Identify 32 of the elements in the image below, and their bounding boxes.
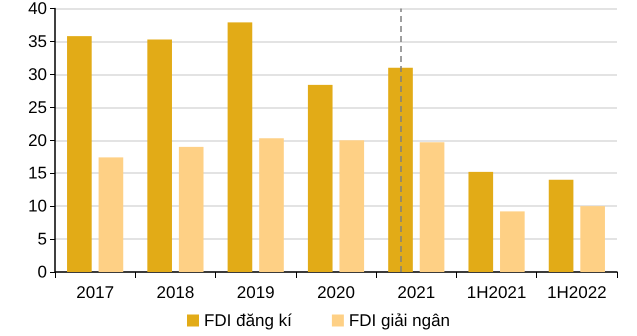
- bar: [500, 211, 525, 272]
- bar: [468, 172, 494, 272]
- bar: [147, 39, 172, 272]
- bar: [308, 84, 333, 272]
- bar: [98, 157, 124, 272]
- y-tick-label: 30: [28, 64, 47, 84]
- legend-label: FDI giải ngân: [348, 311, 450, 330]
- bar: [259, 138, 284, 272]
- bar: [548, 180, 574, 272]
- y-tick-label: 0: [38, 262, 47, 282]
- x-tick-label: 2019: [236, 283, 275, 302]
- y-tick-label: 20: [28, 130, 47, 150]
- x-tick-label: 2021: [397, 283, 436, 302]
- y-tick-label: 35: [28, 32, 47, 51]
- x-tick-label: 2018: [156, 283, 194, 302]
- y-tick-label: 40: [28, 0, 47, 18]
- y-tick-label: 25: [28, 98, 47, 117]
- y-tick-label: 15: [28, 164, 47, 183]
- bar: [178, 146, 204, 272]
- bar: [580, 206, 605, 272]
- bar: [67, 36, 92, 272]
- x-tick-label: 2017: [76, 283, 114, 302]
- bar: [388, 68, 413, 272]
- x-tick-label: 2020: [317, 283, 355, 302]
- legend-label: FDI đăng kí: [204, 311, 292, 330]
- bar: [339, 140, 364, 272]
- bar: [420, 142, 444, 272]
- y-tick-label: 5: [38, 230, 47, 249]
- x-tick-label: 1H2021: [466, 283, 526, 302]
- y-tick-label: 10: [28, 196, 47, 216]
- bar: [228, 22, 252, 272]
- x-tick-label: 1H2022: [547, 283, 607, 302]
